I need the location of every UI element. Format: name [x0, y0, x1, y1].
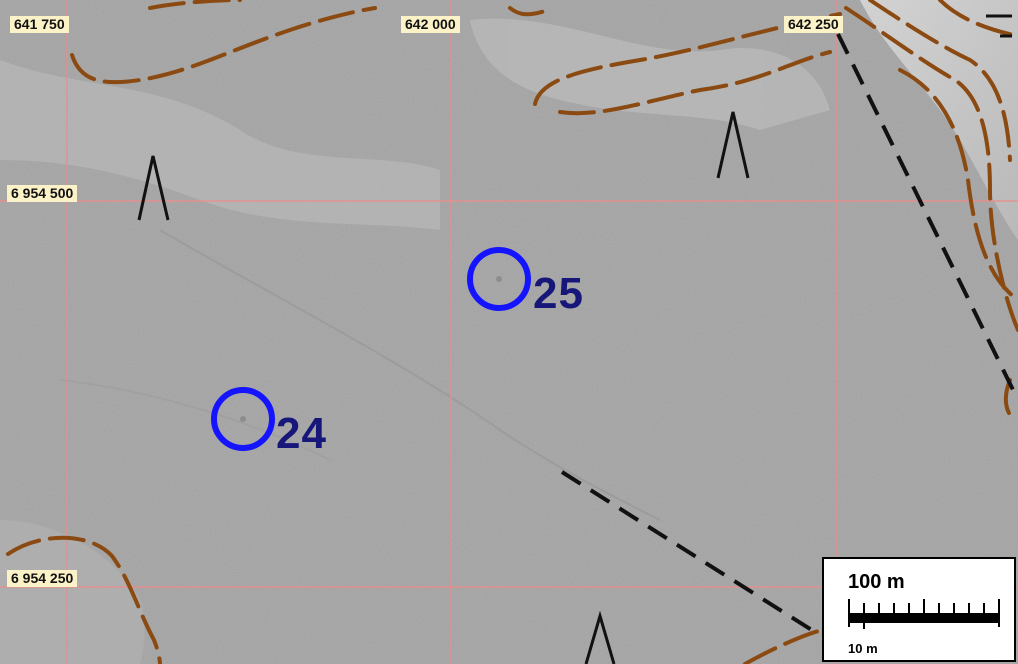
- contour-n-2: [558, 50, 832, 116]
- site-marker-25[interactable]: [467, 247, 531, 311]
- contour-ne-4: [898, 68, 1018, 302]
- contour-nw-2: [148, 0, 242, 10]
- contour-lines: [6, 0, 1018, 664]
- northing-label-6954500: 6 954 500: [7, 185, 78, 202]
- contour-n-top: [508, 6, 550, 17]
- slope-marker-2: [716, 111, 750, 179]
- scale-label-main: 100 m: [848, 571, 905, 593]
- northing-label-6954250: 6 954 250: [7, 570, 78, 587]
- site-marker-24[interactable]: [211, 387, 275, 451]
- site-feature-24: [240, 416, 246, 422]
- contour-ne-3: [938, 0, 1018, 38]
- contour-ne-1: [844, 6, 1018, 332]
- faint-trail-2: [59, 379, 331, 461]
- slope-marker-3: [584, 610, 616, 664]
- scale-bar-ticks: [848, 599, 1000, 629]
- scale-bar-fill: [848, 613, 1000, 623]
- easting-label-642000: 642 000: [401, 16, 460, 33]
- slope-marker-1: [137, 155, 170, 221]
- easting-label-641750: 641 750: [10, 16, 69, 33]
- scale-label-sub: 10 m: [848, 641, 878, 656]
- site-label-24: 24: [276, 409, 327, 458]
- edge-marks: [986, 14, 1012, 38]
- scale-bar-graphic: [848, 599, 1000, 629]
- site-feature-25: [496, 276, 502, 282]
- track-se: [560, 470, 820, 636]
- dashed-tracks: [560, 33, 1018, 636]
- site-label-25: 25: [533, 269, 584, 318]
- faint-trail: [159, 229, 661, 521]
- scale-bar-panel: 100 m 10 m: [822, 557, 1016, 662]
- easting-label-642250: 642 250: [784, 16, 843, 33]
- contour-sw: [6, 535, 162, 664]
- contour-nw: [70, 6, 377, 85]
- contour-se: [743, 628, 824, 664]
- contour-n: [533, 12, 842, 106]
- slope-markers: [137, 111, 750, 664]
- contour-ne-2: [868, 0, 1012, 162]
